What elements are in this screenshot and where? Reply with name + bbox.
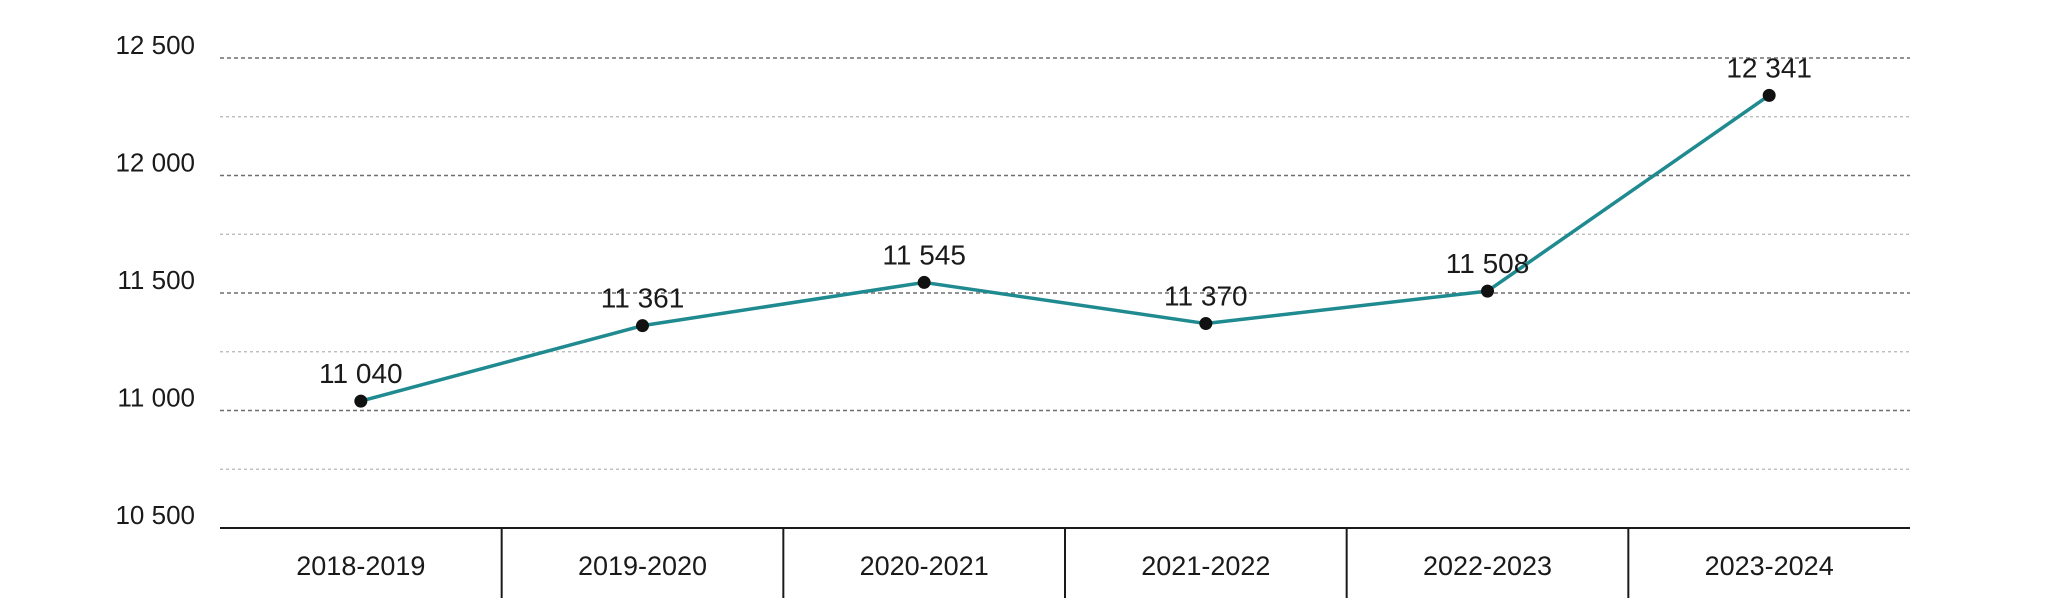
data-point — [917, 275, 931, 289]
series-line — [360, 93, 1771, 403]
data-label: 11 370 — [1164, 281, 1248, 312]
data-label: 12 341 — [1726, 52, 1812, 83]
x-tick-label: 2022-2023 — [1423, 551, 1552, 581]
data-labels: 11 040 11 361 11 545 11 370 11 508 12 341 — [319, 52, 1812, 389]
series-line-group — [354, 88, 1776, 408]
y-axis: 10 500 11 000 11 500 12 000 12 500 — [115, 30, 195, 530]
y-tick-label: 12 500 — [115, 30, 195, 60]
x-tick-label: 2020-2021 — [860, 551, 989, 581]
x-axis: 2018-2019 2019-2020 2020-2021 2021-2022 2022… — [220, 527, 1910, 598]
data-label: 11 508 — [1446, 248, 1530, 279]
x-tick-label: 2023-2024 — [1705, 551, 1834, 581]
data-label: 11 361 — [601, 283, 685, 314]
y-tick-label: 11 000 — [117, 383, 195, 413]
y-tick-label: 12 000 — [115, 148, 195, 178]
gridlines — [220, 57, 1910, 470]
data-point — [1762, 88, 1776, 102]
data-point — [354, 394, 368, 408]
data-point — [1199, 317, 1213, 331]
data-label: 11 040 — [319, 358, 403, 389]
data-point — [1481, 284, 1494, 298]
data-label: 11 545 — [882, 239, 966, 270]
y-tick-label: 10 500 — [115, 500, 195, 530]
x-tick-label: 2021-2022 — [1141, 551, 1270, 581]
data-point — [636, 319, 649, 333]
x-tick-label: 2019-2020 — [578, 551, 707, 581]
x-tick-label: 2018-2019 — [296, 551, 425, 581]
y-tick-label: 11 500 — [117, 265, 195, 295]
